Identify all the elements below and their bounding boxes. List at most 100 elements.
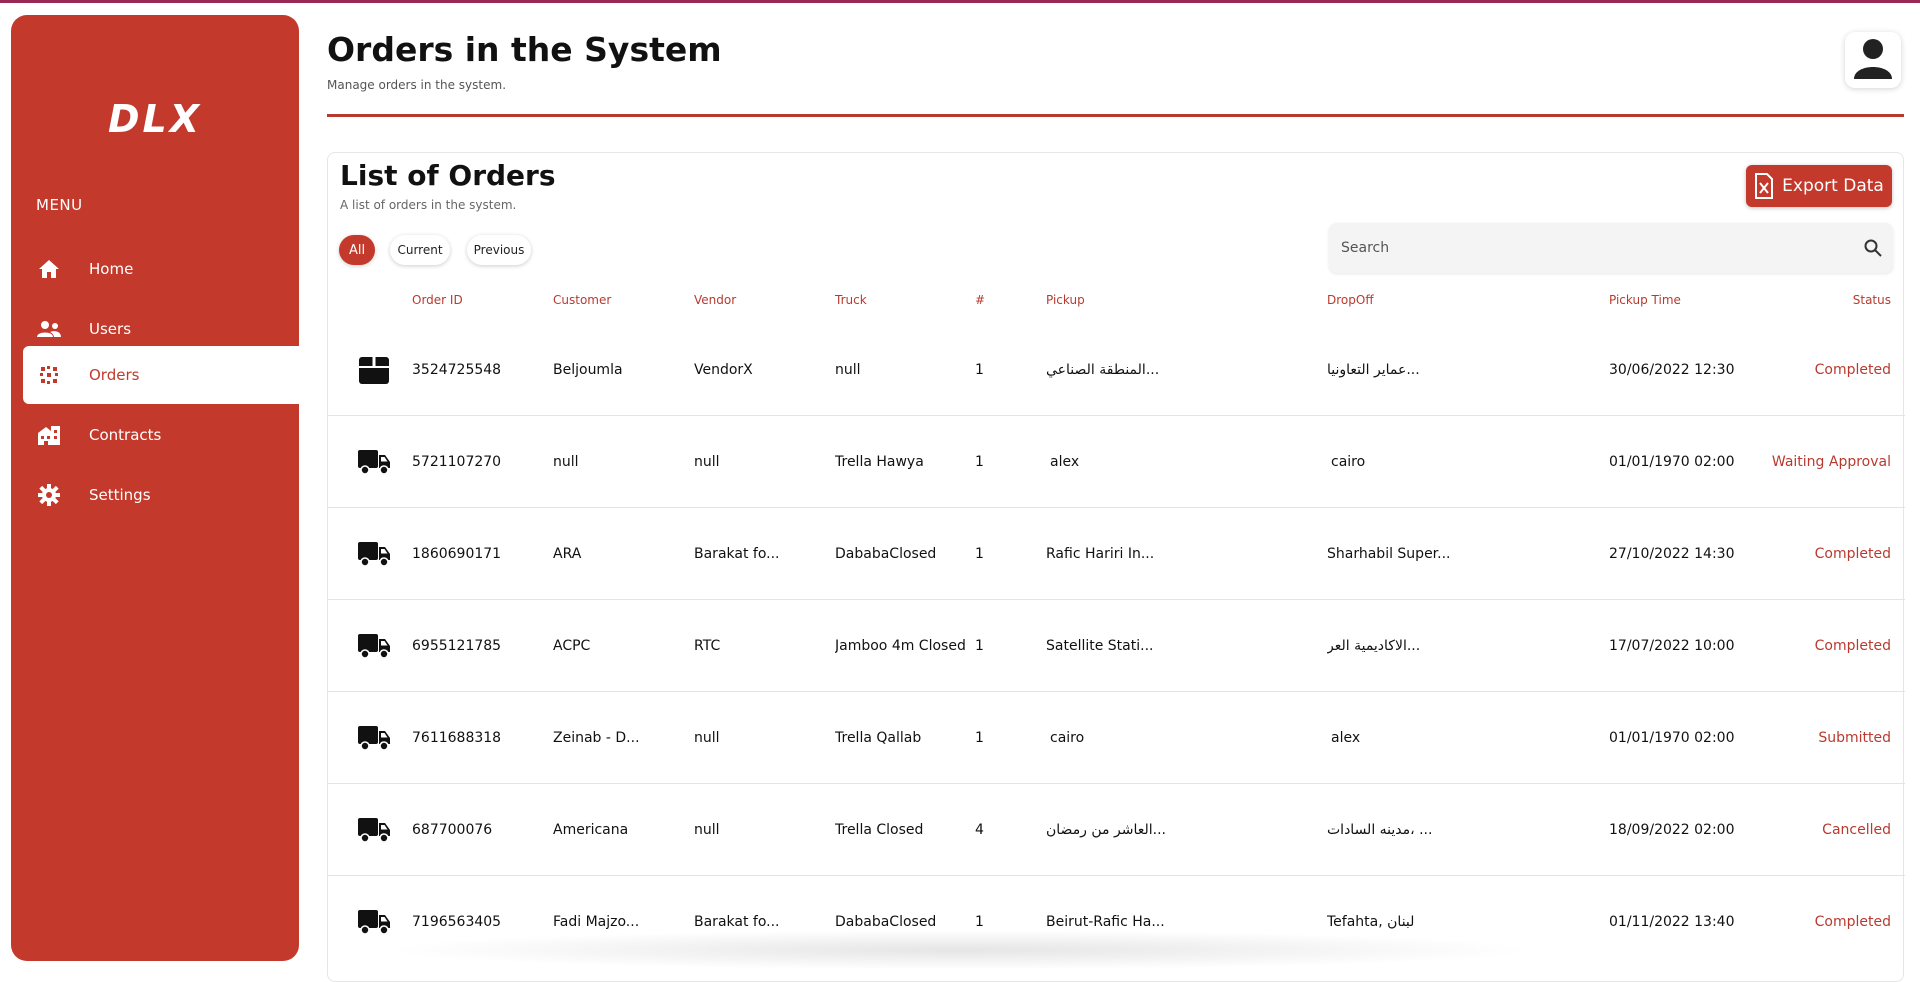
cell-count: 1 bbox=[975, 454, 984, 470]
page-title: Orders in the System bbox=[327, 30, 722, 69]
cell-dropoff: cairo bbox=[1331, 454, 1366, 470]
cell-pickup-time: 01/01/1970 02:00 bbox=[1609, 730, 1735, 746]
sidebar-item-label: Settings bbox=[89, 486, 151, 504]
cell-truck: Trella Closed bbox=[835, 822, 924, 838]
orders-icon bbox=[35, 361, 63, 389]
truck-icon bbox=[357, 814, 391, 846]
cell-status: Completed bbox=[1814, 914, 1891, 930]
cell-pickup: Beirut-Rafic Ha... bbox=[1046, 914, 1165, 930]
card-title: List of Orders bbox=[340, 159, 556, 192]
cell-customer: ARA bbox=[553, 546, 582, 562]
column-header-status[interactable]: Status bbox=[1852, 293, 1891, 307]
column-header-count[interactable]: # bbox=[975, 293, 986, 307]
cell-status: Waiting Approval bbox=[1771, 454, 1891, 470]
column-header-order-id[interactable]: Order ID bbox=[412, 293, 463, 307]
cell-customer: Beljoumla bbox=[553, 362, 623, 378]
cell-order-id: 687700076 bbox=[412, 822, 493, 838]
cell-vendor: Barakat fo... bbox=[694, 546, 780, 562]
cell-pickup: المنطقة الصناعي... bbox=[1046, 362, 1160, 378]
cell-dropoff: Sharhabil Super... bbox=[1327, 546, 1451, 562]
cell-truck: Jamboo 4m Closed bbox=[835, 638, 966, 654]
table-row[interactable]: 687700076 Americana null Trella Closed 4… bbox=[328, 784, 1905, 876]
header-divider bbox=[327, 114, 1904, 117]
cell-count: 1 bbox=[975, 914, 984, 930]
cell-vendor: null bbox=[694, 730, 720, 746]
cell-pickup-time: 30/06/2022 12:30 bbox=[1609, 362, 1735, 378]
sidebar-item-label: Orders bbox=[89, 366, 140, 384]
cell-status: Completed bbox=[1814, 546, 1891, 562]
sidebar-item-contracts[interactable]: Contracts bbox=[23, 406, 299, 464]
search-input[interactable] bbox=[1329, 223, 1853, 273]
excel-file-icon bbox=[1755, 173, 1774, 199]
search-box bbox=[1329, 223, 1893, 273]
sidebar-item-orders[interactable]: Orders bbox=[23, 346, 299, 404]
table-row[interactable]: 6955121785 ACPC RTC Jamboo 4m Closed 1 S… bbox=[328, 600, 1905, 692]
cell-dropoff: عماير التعاونيا... bbox=[1327, 362, 1420, 378]
cell-vendor: VendorX bbox=[694, 362, 753, 378]
filter-previous[interactable]: Previous bbox=[467, 235, 531, 265]
orders-card: List of Orders A list of orders in the s… bbox=[327, 152, 1905, 982]
table-row[interactable]: 1860690171 ARA Barakat fo... DababaClose… bbox=[328, 508, 1905, 600]
sidebar: DLX MENU Home Users Orders Contracts Set… bbox=[11, 15, 299, 961]
cell-vendor: RTC bbox=[694, 638, 721, 654]
cell-count: 1 bbox=[975, 638, 984, 654]
user-avatar-button[interactable] bbox=[1845, 32, 1901, 88]
sidebar-item-home[interactable]: Home bbox=[23, 240, 299, 298]
cell-truck: DababaClosed bbox=[835, 914, 937, 930]
column-header-vendor[interactable]: Vendor bbox=[694, 293, 737, 307]
search-icon[interactable] bbox=[1853, 239, 1893, 257]
column-header-customer[interactable]: Customer bbox=[553, 293, 612, 307]
table-row[interactable]: 7611688318 Zeinab - D... null Trella Qal… bbox=[328, 692, 1905, 784]
table-row[interactable]: 3524725548 Beljoumla VendorX null 1 المن… bbox=[328, 324, 1905, 416]
cell-pickup: alex bbox=[1050, 454, 1080, 470]
cell-pickup: Satellite Stati... bbox=[1046, 638, 1154, 654]
top-accent-line bbox=[0, 0, 1920, 3]
table-row[interactable]: 7196563405 Fadi Majzo... Barakat fo... D… bbox=[328, 876, 1905, 968]
cell-order-id: 7611688318 bbox=[412, 730, 502, 746]
cell-order-id: 5721107270 bbox=[412, 454, 502, 470]
cell-customer: Americana bbox=[553, 822, 629, 838]
cell-status: Submitted bbox=[1818, 730, 1891, 746]
cell-vendor: null bbox=[694, 822, 720, 838]
export-data-label: Export Data bbox=[1782, 176, 1884, 196]
export-data-button[interactable]: Export Data bbox=[1746, 165, 1892, 207]
card-subtitle: A list of orders in the system. bbox=[340, 198, 517, 212]
table-row[interactable]: 5721107270 null null Trella Hawya 1 alex… bbox=[328, 416, 1905, 508]
cell-truck: Trella Qallab bbox=[835, 730, 922, 746]
home-icon bbox=[35, 255, 63, 283]
cell-truck: DababaClosed bbox=[835, 546, 937, 562]
cell-count: 1 bbox=[975, 546, 984, 562]
gear-icon bbox=[35, 481, 63, 509]
cell-pickup-time: 01/01/1970 02:00 bbox=[1609, 454, 1735, 470]
cell-truck: Trella Hawya bbox=[835, 454, 924, 470]
sidebar-item-label: Contracts bbox=[89, 426, 162, 444]
cell-pickup: Rafic Hariri In... bbox=[1046, 546, 1155, 562]
cell-customer: ACPC bbox=[553, 638, 591, 654]
cell-vendor: null bbox=[694, 454, 720, 470]
menu-label: MENU bbox=[36, 196, 83, 214]
app-logo: DLX bbox=[107, 97, 203, 141]
cell-order-id: 3524725548 bbox=[412, 362, 502, 378]
cell-order-id: 6955121785 bbox=[412, 638, 502, 654]
sidebar-item-users[interactable]: Users bbox=[23, 300, 299, 358]
cell-dropoff: alex bbox=[1331, 730, 1361, 746]
filter-all[interactable]: All bbox=[339, 235, 375, 265]
cell-dropoff: Tefahta, لبنان bbox=[1327, 914, 1415, 930]
truck-icon bbox=[357, 446, 391, 478]
avatar-icon bbox=[1852, 36, 1894, 84]
filter-current[interactable]: Current bbox=[390, 235, 450, 265]
column-header-pickup-time[interactable]: Pickup Time bbox=[1609, 293, 1681, 307]
sidebar-item-label: Users bbox=[89, 320, 132, 338]
cell-pickup-time: 01/11/2022 13:40 bbox=[1609, 914, 1735, 930]
cell-pickup: العاشر من رمضان... bbox=[1046, 822, 1166, 838]
cell-customer: Zeinab - D... bbox=[553, 730, 640, 746]
column-header-dropoff[interactable]: DropOff bbox=[1327, 293, 1374, 307]
column-header-truck[interactable]: Truck bbox=[835, 293, 867, 307]
building-icon bbox=[35, 421, 63, 449]
page-subtitle: Manage orders in the system. bbox=[327, 78, 507, 92]
sidebar-item-label: Home bbox=[89, 260, 134, 278]
sidebar-item-settings[interactable]: Settings bbox=[23, 466, 299, 524]
column-header-pickup[interactable]: Pickup bbox=[1046, 293, 1085, 307]
cell-pickup-time: 27/10/2022 14:30 bbox=[1609, 546, 1735, 562]
cell-order-id: 1860690171 bbox=[412, 546, 502, 562]
